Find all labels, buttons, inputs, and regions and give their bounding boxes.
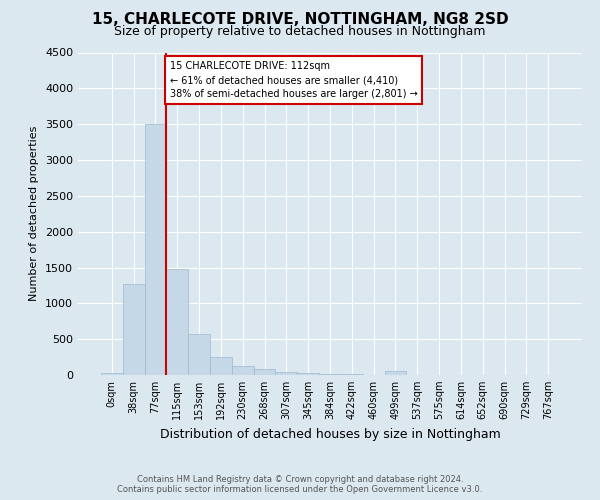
Text: 15, CHARLECOTE DRIVE, NOTTINGHAM, NG8 2SD: 15, CHARLECOTE DRIVE, NOTTINGHAM, NG8 2S… bbox=[92, 12, 508, 28]
Text: Contains HM Land Registry data © Crown copyright and database right 2024.
Contai: Contains HM Land Registry data © Crown c… bbox=[118, 474, 482, 494]
Bar bbox=[123, 284, 145, 375]
Bar bbox=[319, 374, 341, 375]
Bar bbox=[166, 269, 188, 375]
Bar bbox=[210, 357, 232, 375]
X-axis label: Distribution of detached houses by size in Nottingham: Distribution of detached houses by size … bbox=[160, 428, 500, 440]
Bar bbox=[232, 366, 254, 375]
Bar bbox=[145, 124, 166, 375]
Y-axis label: Number of detached properties: Number of detached properties bbox=[29, 126, 40, 302]
Bar bbox=[275, 372, 297, 375]
Text: 15 CHARLECOTE DRIVE: 112sqm
← 61% of detached houses are smaller (4,410)
38% of : 15 CHARLECOTE DRIVE: 112sqm ← 61% of det… bbox=[170, 61, 418, 99]
Bar bbox=[254, 370, 275, 375]
Bar bbox=[101, 373, 123, 375]
Bar bbox=[341, 374, 363, 375]
Bar bbox=[297, 373, 319, 375]
Bar bbox=[385, 372, 406, 375]
Text: Size of property relative to detached houses in Nottingham: Size of property relative to detached ho… bbox=[114, 25, 486, 38]
Bar bbox=[188, 334, 210, 375]
